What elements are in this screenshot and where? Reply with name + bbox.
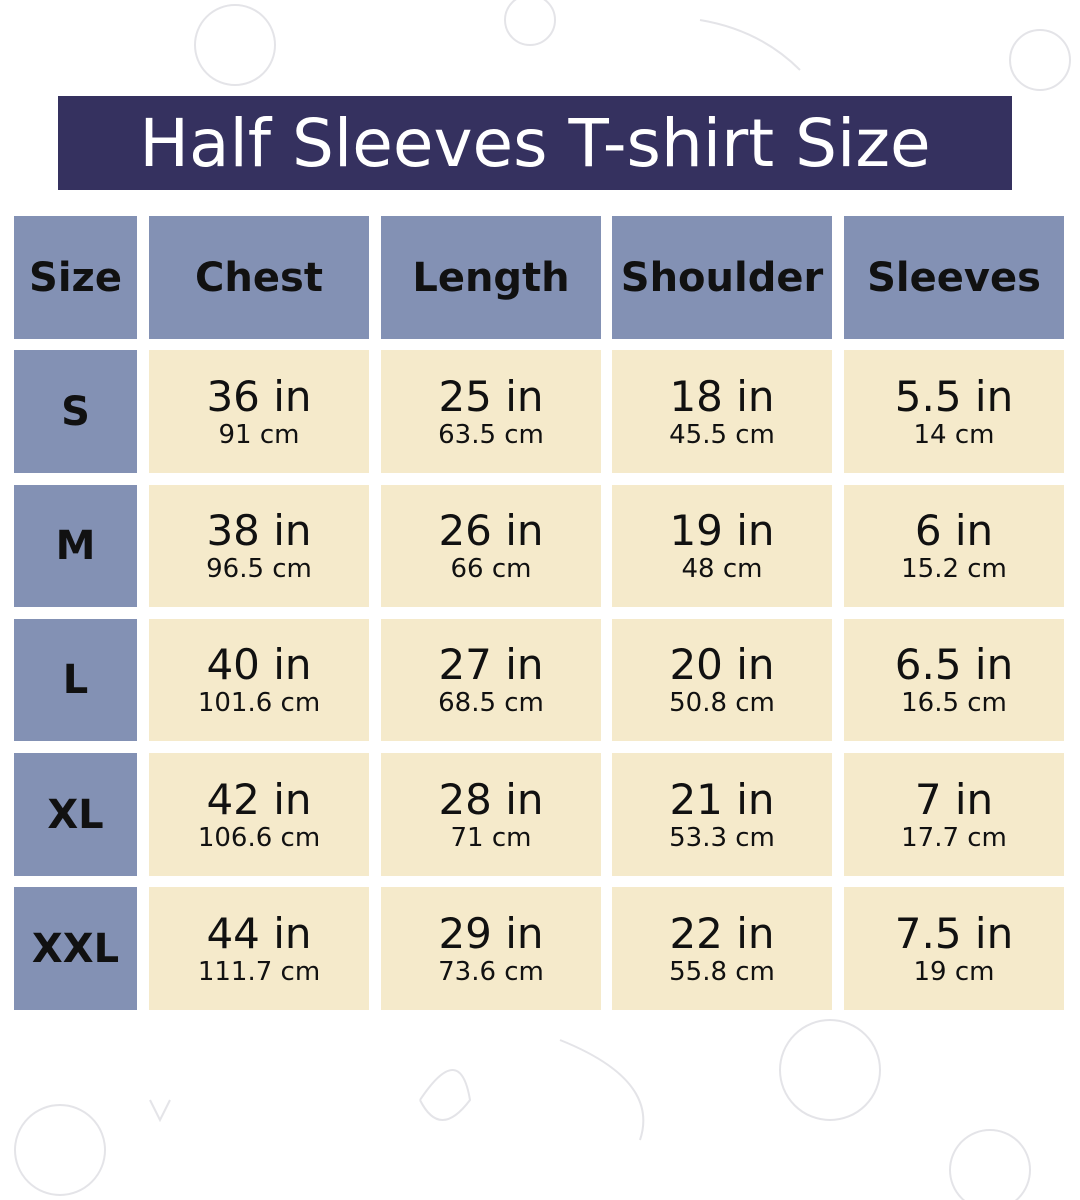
cm-value: 111.7 cm	[197, 956, 321, 987]
cm-value: 96.5 cm	[206, 554, 312, 584]
cm-value: 48 cm	[681, 554, 763, 584]
inches-value: 44 in	[206, 908, 312, 958]
inches-value: 22 in	[669, 908, 775, 958]
size-cell: S	[14, 350, 137, 473]
inches-value: 40 in	[206, 640, 312, 689]
value-cell: 20 in 50.8 cm	[612, 619, 832, 741]
size-cell: M	[14, 485, 137, 607]
header-sleeves: Sleeves	[844, 216, 1064, 339]
inches-value: 21 in	[669, 774, 775, 824]
inches-value: 6.5 in	[894, 640, 1014, 689]
cm-value: 45.5 cm	[669, 419, 775, 450]
cm-value: 101.6 cm	[197, 688, 321, 718]
cm-value: 55.8 cm	[669, 956, 775, 987]
cm-value: 66 cm	[450, 554, 532, 584]
inches-value: 42 in	[206, 774, 312, 824]
value-cell: 7.5 in 19 cm	[844, 887, 1064, 1010]
cm-value: 71 cm	[450, 822, 532, 853]
value-cell: 5.5 in 14 cm	[844, 350, 1064, 473]
cm-value: 53.3 cm	[669, 822, 775, 853]
inches-value: 36 in	[206, 371, 312, 421]
value-cell: 44 in 111.7 cm	[149, 887, 369, 1010]
cm-value: 68.5 cm	[438, 688, 544, 718]
inches-value: 28 in	[438, 774, 544, 824]
header-length: Length	[381, 216, 601, 339]
size-cell: XXL	[14, 887, 137, 1010]
inches-value: 26 in	[438, 506, 544, 555]
inches-value: 20 in	[669, 640, 775, 689]
value-cell: 28 in 71 cm	[381, 753, 601, 876]
inches-value: 38 in	[206, 506, 312, 555]
inches-value: 7 in	[914, 774, 994, 824]
cm-value: 63.5 cm	[438, 419, 544, 450]
header-chest: Chest	[149, 216, 369, 339]
cm-value: 73.6 cm	[438, 956, 544, 987]
cm-value: 91 cm	[218, 419, 300, 450]
cm-value: 16.5 cm	[901, 688, 1007, 718]
inches-value: 25 in	[438, 371, 544, 421]
cm-value: 106.6 cm	[197, 822, 321, 853]
value-cell: 27 in 68.5 cm	[381, 619, 601, 741]
value-cell: 36 in 91 cm	[149, 350, 369, 473]
cm-value: 19 cm	[913, 956, 995, 987]
size-cell: L	[14, 619, 137, 741]
value-cell: 19 in 48 cm	[612, 485, 832, 607]
cm-value: 15.2 cm	[901, 554, 1007, 584]
inches-value: 7.5 in	[894, 908, 1014, 958]
inches-value: 29 in	[438, 908, 544, 958]
inches-value: 19 in	[669, 506, 775, 555]
value-cell: 42 in 106.6 cm	[149, 753, 369, 876]
header-size: Size	[14, 216, 137, 339]
value-cell: 6 in 15.2 cm	[844, 485, 1064, 607]
page-title: Half Sleeves T-shirt Size	[58, 96, 1012, 190]
value-cell: 21 in 53.3 cm	[612, 753, 832, 876]
inches-value: 5.5 in	[894, 371, 1014, 421]
value-cell: 25 in 63.5 cm	[381, 350, 601, 473]
value-cell: 18 in 45.5 cm	[612, 350, 832, 473]
value-cell: 40 in 101.6 cm	[149, 619, 369, 741]
value-cell: 26 in 66 cm	[381, 485, 601, 607]
inches-value: 27 in	[438, 640, 544, 689]
inches-value: 18 in	[669, 371, 775, 421]
cm-value: 50.8 cm	[669, 688, 775, 718]
value-cell: 29 in 73.6 cm	[381, 887, 601, 1010]
value-cell: 22 in 55.8 cm	[612, 887, 832, 1010]
cm-value: 17.7 cm	[901, 822, 1007, 853]
value-cell: 38 in 96.5 cm	[149, 485, 369, 607]
value-cell: 6.5 in 16.5 cm	[844, 619, 1064, 741]
header-shoulder: Shoulder	[612, 216, 832, 339]
value-cell: 7 in 17.7 cm	[844, 753, 1064, 876]
size-cell: XL	[14, 753, 137, 876]
inches-value: 6 in	[914, 506, 994, 555]
cm-value: 14 cm	[913, 419, 995, 450]
